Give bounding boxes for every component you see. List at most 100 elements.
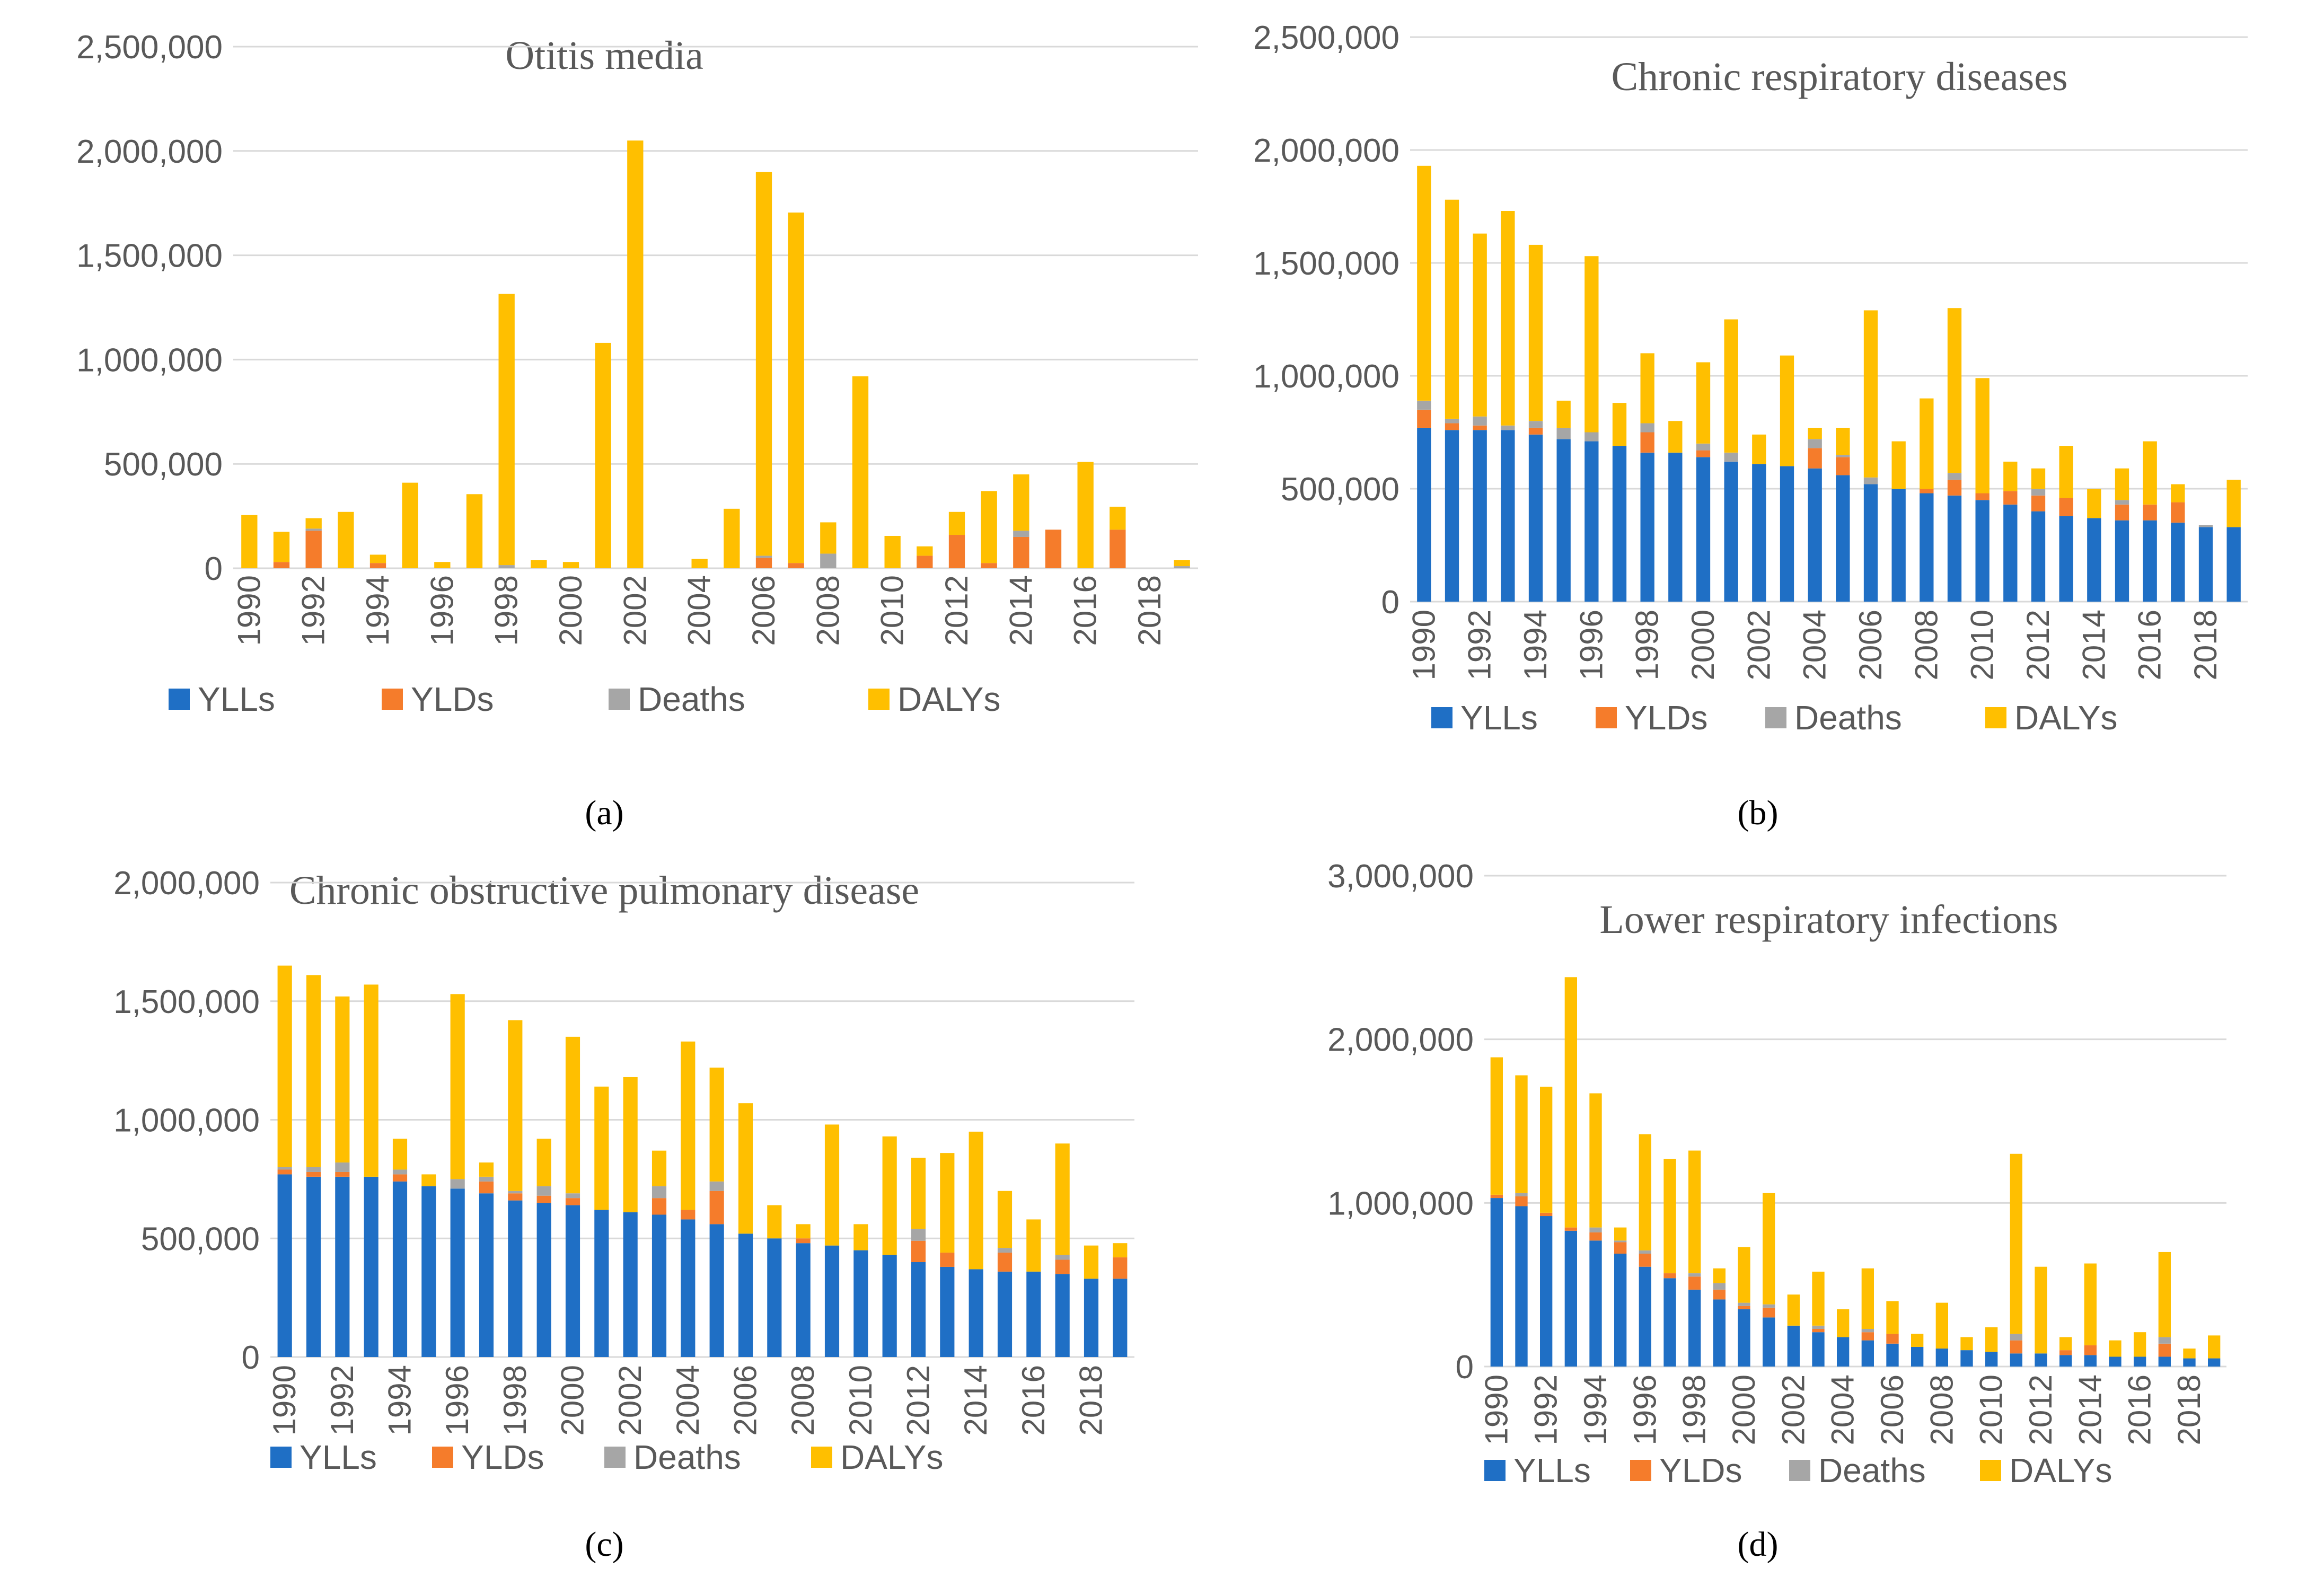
x-tick-label: 1992 (1462, 610, 1498, 680)
bar-segment-ylls (1055, 1274, 1070, 1357)
bar-segment-dalys (450, 994, 465, 1179)
bar-segment-ylds (1564, 1227, 1577, 1231)
bar-segment-dalys (531, 560, 547, 568)
y-tick-label: 1,000,000 (76, 342, 223, 378)
bar-segment-ylls (2226, 527, 2241, 602)
bar-segment-ylds (796, 1238, 811, 1244)
bar-segment-dalys (338, 512, 354, 568)
bar-segment-ylls (1612, 446, 1627, 602)
bar-segment-dalys (623, 1077, 638, 1213)
bar-segment-dalys (1911, 1334, 1924, 1347)
bar-segment-dalys (948, 512, 965, 535)
bar-segment-ylds (1640, 432, 1654, 453)
bar-segment-ylls (1920, 493, 1934, 602)
bar-segment-ylls (2208, 1358, 2221, 1367)
x-tick-label: 2000 (1726, 1374, 1762, 1445)
bar-segment-dalys (536, 1139, 551, 1186)
bar-segment-ylls (2059, 516, 2073, 602)
bar-segment-deaths (709, 1181, 724, 1191)
bar-segment-ylds (2084, 1345, 2097, 1355)
bar-segment-deaths (277, 1167, 292, 1170)
y-tick-label: 1,000,000 (1253, 358, 1399, 395)
bar-segment-ylds (306, 1171, 321, 1177)
chart-b-caption: (b) (1738, 794, 1779, 832)
legend-label: YLLs (198, 680, 275, 718)
bar-segment-ylds (1696, 450, 1711, 457)
bar-segment-ylds (1861, 1332, 1874, 1341)
y-tick-label: 500,000 (104, 446, 223, 483)
y-tick-label: 1,500,000 (1253, 245, 1399, 282)
bar-segment-dalys (1473, 233, 1487, 417)
bar-segment-ylds (1975, 493, 1990, 500)
y-tick-label: 0 (242, 1340, 260, 1376)
y-tick-label: 2,000,000 (113, 865, 260, 902)
bar-segment-dalys (2208, 1335, 2221, 1359)
x-tick-label: 1998 (1630, 610, 1665, 680)
bar-segment-ylds (652, 1198, 667, 1215)
bar-segment-ylds (1688, 1276, 1701, 1290)
bar-segment-ylls (1836, 475, 1850, 602)
bar-segment-ylls (1417, 427, 1431, 602)
bar-segment-deaths (2115, 500, 2129, 505)
bar-segment-ylds (565, 1198, 580, 1205)
bar-segment-dalys (1780, 355, 1794, 466)
bar-segment-ylls (2115, 520, 2129, 602)
x-tick-label: 2006 (1853, 610, 1888, 680)
panel-d: Lower respiratory infections 0 1,000,000 2… (1327, 858, 2226, 1564)
bar-segment-deaths (2010, 1334, 2022, 1341)
y-tick-label: 0 (205, 551, 223, 587)
x-tick-label: 2018 (2171, 1374, 2207, 1445)
legend-swatch-ylds (1630, 1460, 1651, 1481)
bar-segment-dalys (796, 1224, 811, 1239)
bar-segment-dalys (627, 140, 644, 568)
bar-segment-deaths (1473, 416, 1487, 426)
bar-segment-deaths (1696, 443, 1711, 451)
bar-segment-ylls (1935, 1349, 1948, 1367)
bar-segment-dalys (1808, 427, 1822, 439)
y-tick-label: 1,000,000 (113, 1103, 260, 1139)
x-tick-label: 2014 (2076, 610, 2111, 680)
bar-segment-dalys (755, 172, 772, 556)
panel-c: Chronic obstructive pulmonary disease 0 5… (113, 865, 1134, 1564)
y-tick-label: 0 (1456, 1349, 1474, 1386)
bar-segment-deaths (306, 1167, 321, 1172)
bar-segment-dalys (1501, 211, 1515, 426)
bar-segment-ylls (911, 1262, 926, 1357)
x-tick-label: 1998 (497, 1365, 533, 1435)
bar-segment-dalys (981, 491, 997, 563)
chart-c-bars (277, 965, 1128, 1357)
bar-segment-ylls (306, 1176, 321, 1357)
bar-segment-ylls (1639, 1266, 1651, 1367)
bar-segment-ylls (1490, 1198, 1503, 1367)
bar-segment-dalys (724, 508, 740, 568)
legend-swatch-deaths (1789, 1460, 1810, 1481)
panel-b: Chronic respiratory diseases 0 500,000 1,0… (1253, 20, 2248, 832)
chart-d-gridlines (1484, 875, 2226, 1368)
bar-segment-ylls (2087, 518, 2101, 602)
bar-segment-dalys (1935, 1302, 1948, 1349)
bar-segment-ylds (917, 556, 933, 568)
bar-segment-deaths (911, 1229, 926, 1241)
legend-label: Deaths (1818, 1451, 1926, 1490)
x-tick-label: 2012 (901, 1365, 936, 1435)
bar-segment-deaths (1861, 1329, 1874, 1333)
chart-b-legend: YLLs YLDs Deaths DALYs (1431, 699, 2117, 737)
x-tick-label: 2008 (1924, 1374, 1959, 1445)
y-tick-label: 0 (1381, 584, 1399, 621)
legend-label: YLDs (1659, 1451, 1742, 1490)
bar-segment-ylls (565, 1205, 580, 1357)
bar-segment-dalys (652, 1150, 667, 1186)
bar-segment-ylds (981, 563, 997, 568)
bar-segment-dalys (969, 1131, 983, 1270)
chart-d-title: Lower respiratory infections (1599, 897, 2058, 942)
x-tick-label: 1994 (1518, 610, 1553, 680)
bar-segment-ylls (392, 1181, 408, 1357)
bar-segment-ylls (277, 1174, 292, 1357)
bar-segment-dalys (882, 1136, 897, 1255)
bar-segment-dalys (479, 1162, 494, 1177)
legend-label: Deaths (633, 1438, 741, 1476)
bar-segment-ylds (1113, 1257, 1128, 1279)
bar-segment-dalys (1528, 244, 1543, 421)
x-tick-label: 2006 (1874, 1374, 1910, 1445)
bar-segment-ylls (2084, 1355, 2097, 1367)
